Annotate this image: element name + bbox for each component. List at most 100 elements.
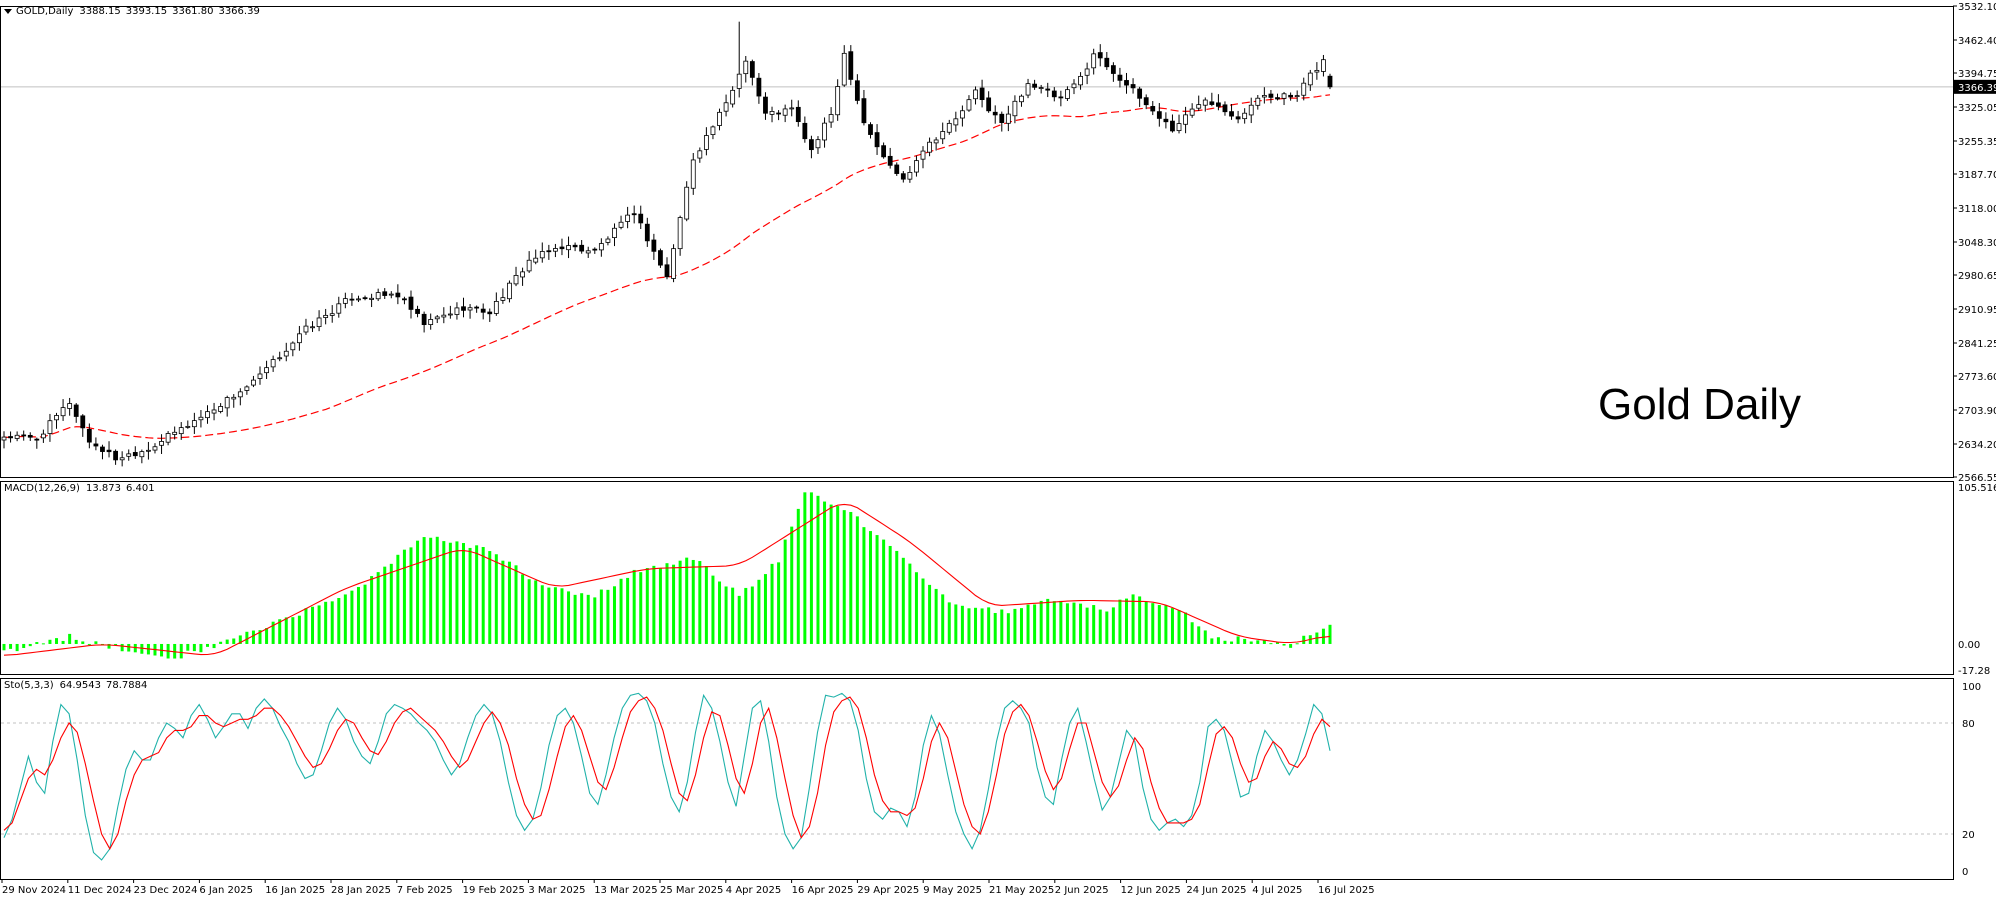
candle[interactable] [277, 351, 283, 362]
candle[interactable] [382, 288, 388, 299]
candle[interactable] [290, 341, 296, 357]
candle[interactable] [736, 21, 742, 98]
candle[interactable] [743, 56, 749, 83]
candle[interactable] [1288, 92, 1294, 101]
candle[interactable] [119, 451, 125, 467]
candle[interactable] [270, 355, 276, 372]
candle[interactable] [113, 449, 118, 465]
candle[interactable] [441, 307, 447, 324]
candle[interactable] [835, 79, 841, 121]
candle[interactable] [920, 146, 926, 169]
candle[interactable] [854, 74, 860, 105]
candle[interactable] [730, 86, 736, 108]
candle[interactable] [474, 305, 480, 313]
candle[interactable] [782, 104, 788, 123]
candle[interactable] [47, 413, 53, 442]
candle[interactable] [487, 308, 493, 322]
candle[interactable] [349, 293, 355, 306]
candle[interactable] [546, 244, 552, 260]
candle[interactable] [658, 248, 663, 268]
candle[interactable] [644, 217, 650, 247]
candle[interactable] [841, 45, 847, 87]
candle[interactable] [428, 313, 434, 330]
candle[interactable] [789, 99, 795, 117]
candle[interactable] [795, 100, 801, 127]
candle[interactable] [959, 105, 965, 127]
candle[interactable] [756, 72, 762, 104]
candle[interactable] [67, 397, 73, 416]
candle[interactable] [749, 59, 755, 86]
candle[interactable] [60, 399, 66, 421]
candle[interactable] [80, 414, 86, 437]
candle[interactable] [251, 375, 256, 388]
dropdown-arrow-icon[interactable] [4, 8, 12, 14]
candle[interactable] [1091, 48, 1097, 75]
candle[interactable] [1051, 87, 1057, 102]
candle[interactable] [1071, 79, 1077, 95]
candle[interactable] [887, 147, 893, 169]
candle[interactable] [1268, 89, 1274, 104]
candle[interactable] [21, 430, 27, 441]
candle[interactable] [703, 127, 709, 156]
candle[interactable] [185, 420, 191, 429]
candle[interactable] [507, 280, 512, 303]
candle[interactable] [828, 107, 834, 128]
candle[interactable] [27, 432, 33, 442]
candle[interactable] [1097, 44, 1103, 67]
candle[interactable] [671, 244, 676, 283]
candle[interactable] [369, 293, 375, 308]
candle[interactable] [139, 449, 145, 464]
candle[interactable] [1084, 62, 1090, 85]
candle[interactable] [1209, 92, 1215, 107]
candle[interactable] [375, 288, 381, 302]
candle[interactable] [493, 292, 499, 316]
candle[interactable] [631, 205, 637, 224]
candle[interactable] [612, 223, 617, 247]
candle[interactable] [1235, 110, 1241, 124]
candle[interactable] [579, 239, 585, 254]
candle[interactable] [1117, 67, 1123, 88]
candle[interactable] [1078, 72, 1083, 90]
candle[interactable] [1150, 101, 1156, 116]
candle[interactable] [1183, 106, 1188, 134]
candle[interactable] [415, 305, 420, 318]
candle[interactable] [1025, 78, 1031, 99]
candle[interactable] [402, 296, 407, 305]
candle[interactable] [434, 315, 440, 324]
candle[interactable] [231, 394, 237, 408]
candle[interactable] [533, 249, 539, 265]
candle[interactable] [776, 110, 781, 121]
candle[interactable] [388, 291, 394, 299]
candle[interactable] [500, 288, 506, 304]
candle[interactable] [966, 95, 972, 112]
candle[interactable] [191, 412, 197, 434]
candle[interactable] [218, 403, 224, 414]
candle[interactable] [1156, 103, 1162, 127]
candle[interactable] [723, 94, 729, 117]
candle[interactable] [1321, 54, 1326, 77]
candle[interactable] [237, 388, 243, 406]
candle[interactable] [933, 137, 939, 151]
candle[interactable] [553, 243, 558, 258]
candle[interactable] [342, 292, 348, 309]
candle[interactable] [1163, 112, 1169, 129]
candle[interactable] [815, 136, 821, 154]
candle[interactable] [973, 86, 978, 105]
candle[interactable] [1222, 101, 1228, 116]
candle[interactable] [205, 405, 210, 424]
candle[interactable] [244, 385, 250, 395]
candle[interactable] [303, 318, 309, 335]
candle[interactable] [1261, 87, 1267, 104]
candle[interactable] [585, 246, 591, 258]
candle[interactable] [999, 111, 1005, 132]
candle[interactable] [1032, 79, 1038, 90]
candle[interactable] [1275, 93, 1280, 101]
candle[interactable] [861, 89, 867, 126]
candle[interactable] [1143, 94, 1149, 110]
candle[interactable] [946, 119, 952, 135]
candle[interactable] [979, 79, 985, 108]
stochastic-pane[interactable] [1, 692, 1953, 861]
candle[interactable] [874, 124, 880, 155]
candle[interactable] [316, 310, 322, 332]
candle[interactable] [1307, 69, 1313, 91]
